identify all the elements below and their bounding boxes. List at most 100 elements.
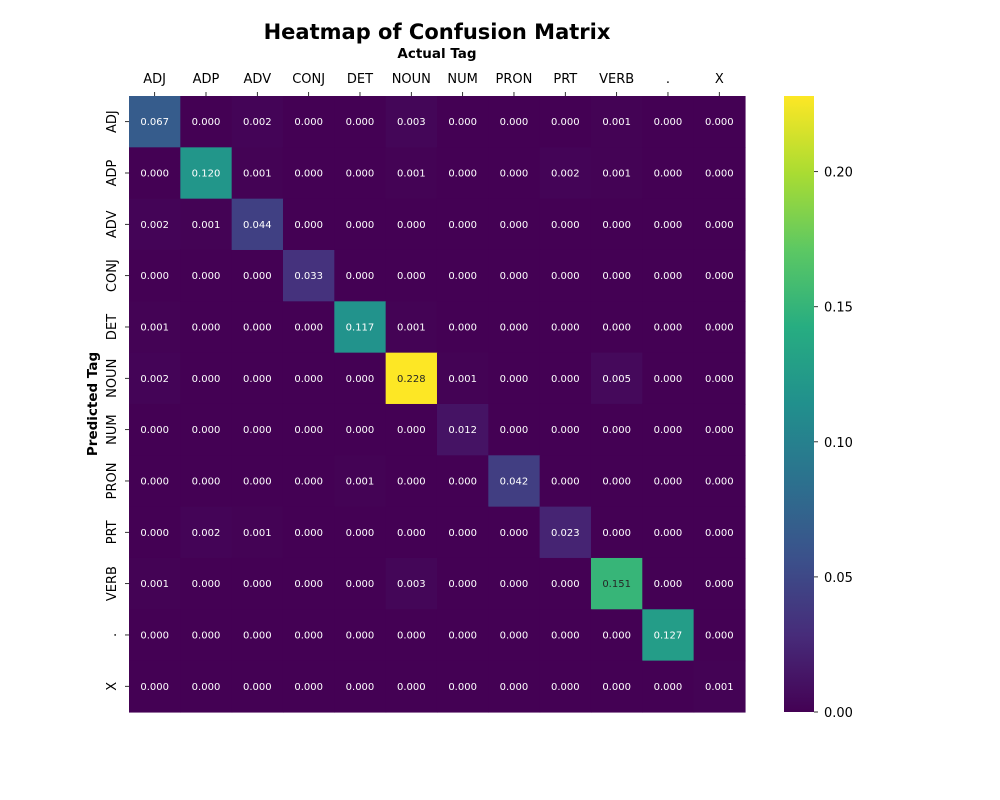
- heatmap-cell: [282, 96, 335, 148]
- x-tick-label: ADP: [193, 72, 220, 87]
- heatmap-cell: [231, 660, 284, 713]
- heatmap-cell: [539, 301, 592, 354]
- heatmap-cell: [539, 249, 592, 302]
- heatmap-cell: [334, 609, 387, 662]
- heatmap-cell: [180, 557, 233, 610]
- y-axis-label: Predicted Tag: [85, 352, 101, 456]
- heatmap-cell: [590, 403, 643, 456]
- cell-value-label: 0.000: [705, 425, 734, 436]
- cell-value-label: 0.000: [500, 630, 529, 641]
- x-tick-label: CONJ: [292, 72, 325, 87]
- heatmap-cell: [539, 557, 592, 610]
- heatmap-cell: [180, 506, 233, 559]
- cell-value-label: 0.000: [500, 117, 529, 128]
- cell-value-label: 0.001: [397, 168, 426, 179]
- heatmap-cell: [488, 96, 541, 148]
- heatmap-cell: [642, 455, 695, 508]
- heatmap-cell: [282, 403, 335, 456]
- cell-value-label: 0.000: [448, 682, 477, 693]
- heatmap-cell: [590, 249, 643, 302]
- heatmap-cell: [282, 609, 335, 662]
- heatmap-cell: [590, 198, 643, 251]
- cell-value-label: 0.000: [500, 682, 529, 693]
- cell-value-label: 0.127: [654, 630, 683, 641]
- cell-value-label: 0.000: [294, 220, 323, 231]
- heatmap-cell: [539, 455, 592, 508]
- cell-value-label: 0.000: [448, 630, 477, 641]
- heatmap-cell: [334, 403, 387, 456]
- cell-value-label: 0.000: [551, 117, 580, 128]
- heatmap-cell: [436, 609, 489, 662]
- heatmap-cell: [436, 660, 489, 713]
- cell-value-label: 0.000: [294, 579, 323, 590]
- cell-value-label: 0.000: [397, 271, 426, 282]
- heatmap-cell: [539, 147, 592, 200]
- heatmap-cell: [385, 455, 438, 508]
- cell-value-label: 0.000: [397, 630, 426, 641]
- cell-value-label: 0.000: [346, 168, 375, 179]
- cell-value-label: 0.000: [140, 425, 169, 436]
- heatmap-cell: [488, 557, 541, 610]
- heatmap-cell: [488, 352, 541, 405]
- heatmap-cell: [693, 352, 746, 405]
- cell-value-label: 0.002: [140, 374, 169, 385]
- heatmap-cell: [129, 96, 181, 148]
- heatmap-cell: [180, 96, 233, 148]
- heatmap-cell: [282, 660, 335, 713]
- y-tick-label: VERB: [105, 566, 120, 601]
- heatmap-cell: [385, 96, 438, 148]
- heatmap-cell: [129, 455, 181, 508]
- cell-value-label: 0.000: [346, 528, 375, 539]
- cell-value-label: 0.002: [243, 117, 272, 128]
- cell-value-label: 0.000: [500, 322, 529, 333]
- cell-value-label: 0.000: [140, 168, 169, 179]
- heatmap-cell: [385, 301, 438, 354]
- heatmap-cell: [488, 455, 541, 508]
- cell-value-label: 0.005: [602, 374, 631, 385]
- cell-value-label: 0.000: [654, 476, 683, 487]
- cell-value-label: 0.000: [705, 220, 734, 231]
- cell-value-label: 0.000: [500, 220, 529, 231]
- cell-value-label: 0.000: [654, 168, 683, 179]
- cell-value-label: 0.000: [654, 528, 683, 539]
- cell-value-label: 0.067: [140, 117, 169, 128]
- heatmap-cell: [642, 660, 695, 713]
- heatmap-cell: [693, 147, 746, 200]
- y-tick-label: PRON: [105, 463, 120, 500]
- x-tick-label: NUM: [447, 72, 477, 87]
- heatmap-cell: [642, 506, 695, 559]
- heatmap-cell: [693, 609, 746, 662]
- cell-value-label: 0.000: [500, 528, 529, 539]
- heatmap-cell: [282, 455, 335, 508]
- cell-value-label: 0.117: [346, 322, 375, 333]
- heatmap-cell: [436, 455, 489, 508]
- cell-value-label: 0.000: [705, 117, 734, 128]
- cell-value-label: 0.000: [294, 630, 323, 641]
- heatmap-cell: [385, 506, 438, 559]
- heatmap-cell: [693, 96, 746, 148]
- heatmap-cell: [590, 301, 643, 354]
- y-tick-label: NUM: [105, 414, 120, 444]
- cell-value-label: 0.000: [397, 528, 426, 539]
- y-tick-label: PRT: [105, 520, 120, 544]
- heatmap-cell: [385, 249, 438, 302]
- x-tick-label: X: [715, 72, 724, 87]
- heatmap-cell-labels: 0.067 0.000 0.002 0.000 0.000 0.003 0.000 0.000…: [140, 117, 733, 693]
- heatmap-cell: [642, 147, 695, 200]
- cell-value-label: 0.000: [192, 476, 221, 487]
- cell-value-label: 0.000: [705, 322, 734, 333]
- cell-value-label: 0.000: [705, 168, 734, 179]
- cell-value-label: 0.001: [602, 168, 631, 179]
- cell-value-label: 0.044: [243, 220, 272, 231]
- cell-value-label: 0.000: [346, 374, 375, 385]
- cell-value-label: 0.000: [346, 425, 375, 436]
- heatmap-cell: [693, 403, 746, 456]
- heatmap-cell: [436, 147, 489, 200]
- colorbar-tick-label: 0.10: [824, 436, 853, 451]
- cell-value-label: 0.000: [500, 579, 529, 590]
- heatmap-cell: [180, 352, 233, 405]
- cell-value-label: 0.000: [192, 579, 221, 590]
- cell-value-label: 0.000: [602, 220, 631, 231]
- cell-value-label: 0.000: [654, 220, 683, 231]
- cell-value-label: 0.000: [346, 682, 375, 693]
